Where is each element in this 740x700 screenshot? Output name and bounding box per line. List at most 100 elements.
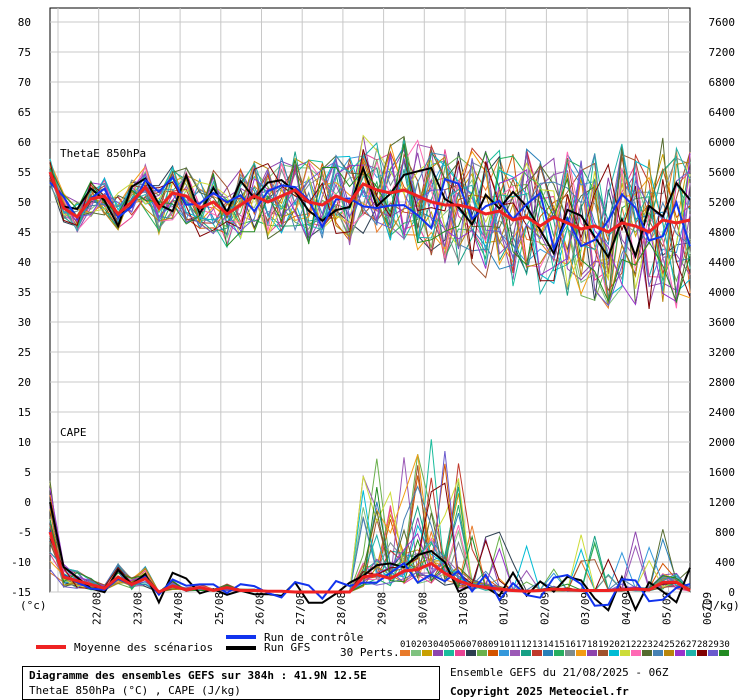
pert-number: 13 [532, 640, 543, 650]
pert-legend: 01 02 03 04 05 06 07 08 09 10 11 12 13 14 15 16 17 18 19 20… [400, 640, 730, 656]
right-tick-label: 7600 [709, 16, 736, 29]
pert-number: 24 [653, 640, 664, 650]
pert-swatch [444, 650, 454, 656]
left-tick-label: 25 [18, 346, 31, 359]
right-tick-label: 0 [728, 586, 735, 599]
plot-area [49, 7, 691, 593]
left-tick-label: -15 [11, 586, 31, 599]
x-tick-label: 23/08 [131, 592, 144, 625]
member-thetae-line [49, 149, 691, 309]
title-box: Diagramme des ensembles GEFS sur 384h : … [22, 666, 440, 700]
x-tick-label: 01/09 [498, 592, 511, 625]
member-thetae-line [49, 155, 691, 299]
copyright: Copyright 2025 Meteociel.fr [450, 685, 629, 698]
pert-number: 11 [510, 640, 521, 650]
left-tick-label: 5 [24, 466, 31, 479]
left-tick-label: 40 [18, 256, 31, 269]
left-tick-label: 80 [18, 16, 31, 29]
right-tick-label: 800 [715, 526, 735, 539]
x-tick-label: 04/09 [620, 592, 633, 625]
left-tick-label: 0 [24, 496, 31, 509]
pert-swatch [697, 650, 707, 656]
pert-swatch [466, 650, 476, 656]
x-tick-label: 03/09 [579, 592, 592, 625]
pert-number: 21 [620, 640, 631, 650]
pert-swatch [532, 650, 542, 656]
right-tick-label: 2000 [709, 436, 736, 449]
left-tick-label: 70 [18, 76, 31, 89]
pert-number: 05 [444, 640, 455, 650]
left-tick-label: 75 [18, 46, 31, 59]
pert-number: 08 [477, 640, 488, 650]
pert-number: 15 [554, 640, 565, 650]
left-tick-label: -5 [18, 526, 31, 539]
right-tick-label: 6800 [709, 76, 736, 89]
pert-number: 04 [433, 640, 444, 650]
pert-number: 02 [411, 640, 422, 650]
pert-swatch [554, 650, 564, 656]
pert-number: 12 [521, 640, 532, 650]
right-tick-label: 6000 [709, 136, 736, 149]
pert-swatch [521, 650, 531, 656]
pert-swatch [642, 650, 652, 656]
chart-subtitle: ThetaE 850hPa (°C) , CAPE (J/kg) [29, 684, 241, 697]
highlighted-runs [48, 165, 691, 613]
pert-number: 06 [455, 640, 466, 650]
x-tick-label: 30/08 [416, 592, 429, 625]
legend-perts-label: 30 Perts. [340, 646, 400, 659]
right-tick-label: 6400 [709, 106, 736, 119]
pert-swatch [675, 650, 685, 656]
pert-swatch [609, 650, 619, 656]
left-tick-label: 30 [18, 316, 31, 329]
pert-swatch [708, 650, 718, 656]
pert-number: 03 [422, 640, 433, 650]
left-tick-label: 45 [18, 226, 31, 239]
control-thetae-line [49, 175, 691, 252]
pert-number: 07 [466, 640, 477, 650]
pert-number: 25 [664, 640, 675, 650]
pert-swatch [686, 650, 696, 656]
right-tick-label: 4000 [709, 286, 736, 299]
x-axis: 22/08 23/08 24/08 25/08 26/08 27/08 28/08 29/08… [91, 592, 715, 625]
legend-mean-label: Moyenne des scénarios [74, 641, 213, 654]
x-tick-label: 27/08 [294, 592, 307, 625]
pert-swatch [565, 650, 575, 656]
pert-number: 27 [686, 640, 697, 650]
pert-swatch [510, 650, 520, 656]
x-tick-label: 25/08 [213, 592, 226, 625]
pert-swatch [477, 650, 487, 656]
pert-number: 09 [488, 640, 499, 650]
left-axis-unit: (°c) [20, 599, 47, 612]
pert-number: 22 [631, 640, 642, 650]
right-tick-label: 2400 [709, 406, 736, 419]
x-tick-label: 02/09 [538, 592, 551, 625]
right-tick-label: 3200 [709, 346, 736, 359]
pert-number: 01 [400, 640, 411, 650]
pert-swatch [499, 650, 509, 656]
x-tick-label: 26/08 [254, 592, 267, 625]
right-tick-label: 2800 [709, 376, 736, 389]
x-tick-label: 24/08 [172, 592, 185, 625]
pert-number: 17 [576, 640, 587, 650]
mean-thetae-line [48, 171, 691, 234]
left-tick-label: 60 [18, 136, 31, 149]
pert-swatch [719, 650, 729, 656]
left-tick-label: 35 [18, 286, 31, 299]
left-tick-label: 50 [18, 196, 31, 209]
pert-swatch [653, 650, 663, 656]
pert-swatch [543, 650, 553, 656]
pert-swatch [488, 650, 498, 656]
right-axis-unit: (J/kg) [700, 599, 740, 612]
right-tick-label: 7200 [709, 46, 736, 59]
right-tick-label: 400 [715, 556, 735, 569]
pert-swatch [411, 650, 421, 656]
pert-number: 14 [543, 640, 554, 650]
pert-swatch [576, 650, 586, 656]
right-axis: 7600720068006400600056005200480044004000… [709, 16, 736, 599]
legend-gfs-label: Run GFS [264, 641, 310, 654]
left-tick-label: 15 [18, 406, 31, 419]
x-tick-label: 31/08 [457, 592, 470, 625]
right-tick-label: 4400 [709, 256, 736, 269]
